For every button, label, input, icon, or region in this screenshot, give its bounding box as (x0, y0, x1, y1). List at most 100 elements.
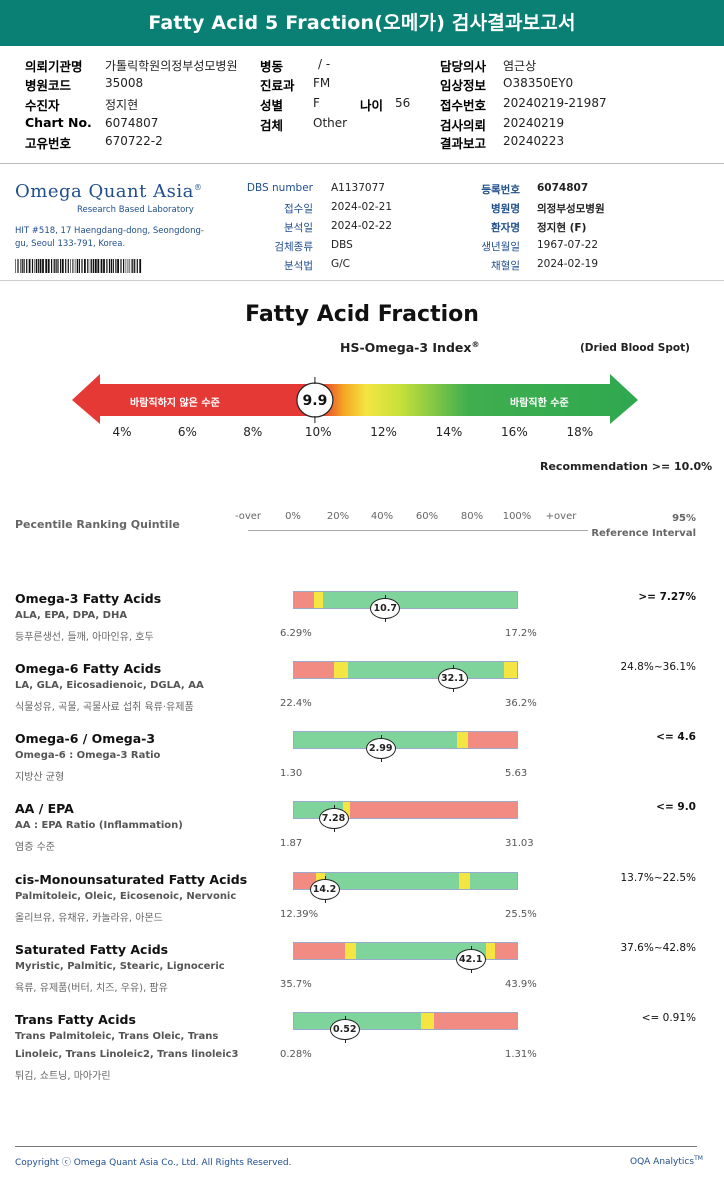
scale-label: 80% (460, 511, 484, 522)
row-subtitle: Myristic, Palmitic, Stearic, Lignoceric (15, 961, 225, 972)
row-name: Omega-6 Fatty Acids (15, 661, 162, 676)
footer-line (15, 1146, 697, 1147)
range-segment (325, 873, 459, 889)
index-tick-label: 16% (501, 425, 528, 439)
range-segment (347, 662, 504, 678)
sample-value: 2024-02-22 (331, 220, 393, 232)
barcode-bar (51, 259, 53, 273)
header-value: 6074807 (105, 116, 159, 130)
barcode-bar (127, 259, 129, 273)
barcode-bar (15, 259, 16, 273)
barcode-bar (117, 259, 119, 273)
sample-label: 접수일 (284, 203, 313, 215)
range-bar (293, 591, 518, 609)
row-subtitle: Trans Palmitoleic, Trans Oleic, Trans (15, 1031, 219, 1042)
sample-label: 분석일 (284, 222, 313, 234)
reference-interval: 13.7%~22.5% (620, 872, 696, 884)
barcode-bar (106, 259, 108, 273)
range-max: 25.5% (505, 909, 537, 920)
header-label: 고유번호 (25, 136, 72, 151)
reference-heading-text: Reference Interval (591, 528, 696, 539)
range-max: 1.31% (505, 1049, 537, 1060)
range-segment (294, 592, 315, 608)
lab-info-strip (0, 165, 724, 281)
range-min: 0.28% (280, 1049, 312, 1060)
header-value: FM (313, 76, 331, 90)
recommendation: Recommendation >= 10.0% (540, 460, 713, 473)
barcode-bar (75, 259, 77, 273)
patient-label: 생년월일 (481, 241, 520, 253)
range-bar (293, 942, 518, 960)
scale-label: 100% (502, 511, 532, 522)
patient-header: 의뢰기관명 가톨릭학원의정부성모병원 병원코드 35008 수진자 정지현 Chart No… (0, 46, 724, 164)
barcode-bar (39, 259, 42, 273)
range-segment (456, 732, 468, 748)
fatty-acid-row: Omega-6 / Omega-3 Omega-6 : Omega-3 Ratio… (0, 731, 724, 801)
header-label: 성별 (260, 98, 284, 113)
header-label: 수진자 (25, 98, 60, 113)
barcode-bar (108, 259, 111, 273)
barcode-bar (125, 259, 127, 273)
header-label: 임상정보 (440, 78, 487, 93)
row-food-source: 등푸른생선, 들깨, 아마인유, 호두 (15, 632, 154, 643)
index-tick-label: 4% (112, 425, 132, 439)
age-value: 56 (395, 96, 411, 110)
range-segment (343, 802, 350, 818)
patient-value: 의정부성모병원 (537, 203, 605, 215)
fraction-title: Fatty Acid Fraction (245, 302, 479, 327)
range-segment (294, 1013, 422, 1029)
scale-label: 0% (285, 511, 301, 522)
patient-value: 1967-07-22 (537, 239, 599, 251)
reference-interval: >= 7.27% (638, 591, 696, 603)
reference-interval: <= 0.91% (641, 1012, 696, 1024)
barcode-bar (21, 259, 23, 273)
barcode-bar (91, 259, 93, 273)
row-subtitle: Linoleic, Trans Linoleic2, Trans linolei… (15, 1049, 239, 1060)
row-name: Saturated Fatty Acids (15, 942, 169, 957)
barcode-bar (67, 259, 69, 273)
header-label: 검체 (260, 118, 284, 133)
header-value: 35008 (105, 76, 144, 90)
barcode-bar (130, 259, 132, 273)
header-value: 염근상 (503, 59, 537, 73)
good-level-label: 바람직한 수준 (510, 398, 569, 409)
barcode-bar (134, 259, 136, 273)
omega-index-arrow: 9.9 (72, 374, 638, 424)
header-label: Chart No. (25, 115, 92, 130)
barcode-bar (23, 259, 25, 273)
reference-interval: <= 9.0 (656, 801, 696, 813)
scale-label: -over (234, 511, 262, 522)
percentile-heading: Pecentile Ranking Quintile (15, 518, 180, 531)
barcode-bar (87, 259, 89, 273)
range-segment (485, 943, 495, 959)
header-value: F (313, 96, 320, 110)
barcode-bar (139, 259, 142, 273)
barcode-bar (53, 259, 55, 273)
barcode-bar (26, 259, 28, 273)
arrow-band (72, 374, 638, 424)
header-label: 담당의사 (440, 59, 487, 74)
lab-logo-reg: ® (193, 183, 203, 192)
barcode-bar (60, 259, 62, 273)
reference-interval: 24.8%~36.1% (620, 661, 696, 673)
header-label: 병동 (260, 59, 284, 74)
barcode-bar (120, 259, 122, 273)
fatty-acid-row: cis-Monounsaturated Fatty Acids Palmitole… (0, 872, 724, 942)
sample-value: 2024-02-21 (331, 201, 393, 213)
reference-heading: 95% Reference Interval (590, 511, 696, 541)
index-tick-label: 6% (177, 425, 197, 439)
row-subtitle: Omega-6 : Omega-3 Ratio (15, 750, 161, 761)
header-value: Other (313, 116, 348, 130)
header-label: 검사의뢰 (440, 118, 487, 133)
range-segment (459, 873, 471, 889)
range-min: 1.30 (280, 768, 303, 779)
barcode-bar (115, 259, 117, 273)
row-subtitle: LA, GLA, Eicosadienoic, DGLA, AA (15, 680, 204, 691)
result-marker: 10.7 (370, 595, 401, 622)
sample-value: G/C (331, 258, 351, 270)
range-min: 1.87 (280, 838, 303, 849)
barcode-bar (18, 259, 19, 273)
scale-label: 60% (415, 511, 439, 522)
sample-label: 분석법 (284, 260, 313, 272)
range-segment (421, 1013, 435, 1029)
